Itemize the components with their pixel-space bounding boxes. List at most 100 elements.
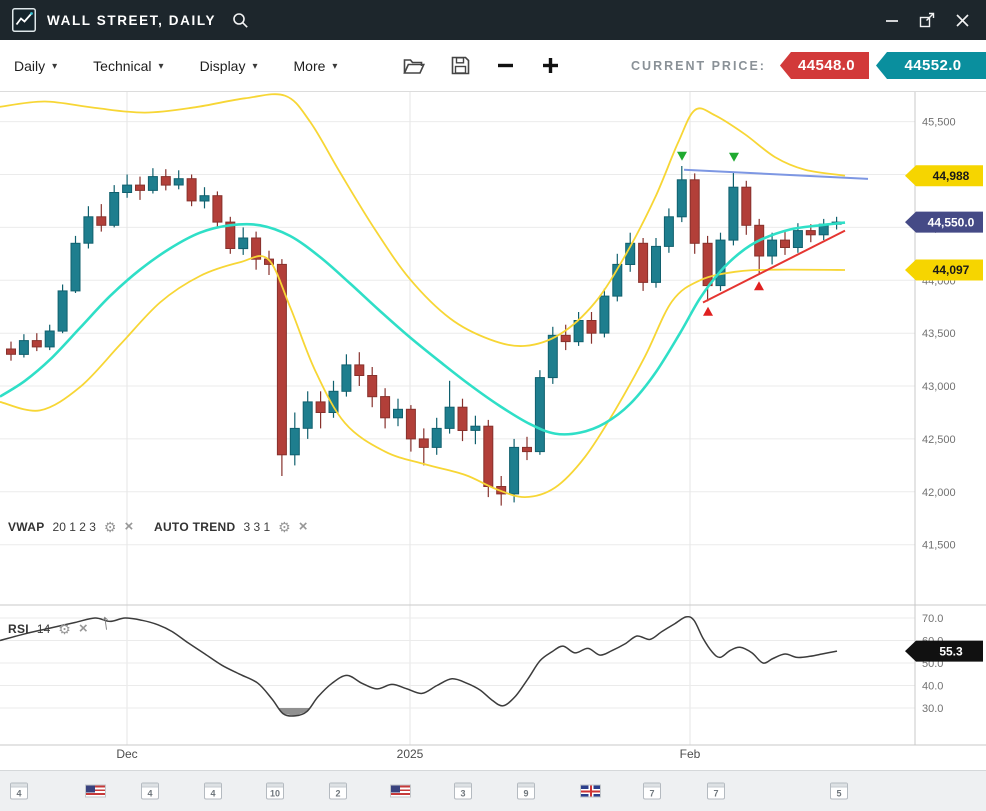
calendar-day-number: 7	[707, 782, 725, 800]
zoom-out-icon[interactable]	[496, 56, 515, 75]
candlestick	[805, 230, 816, 236]
candlestick	[651, 245, 661, 283]
chevron-down-icon: ▾	[332, 61, 338, 72]
candlestick	[547, 334, 558, 379]
zoom-in-icon[interactable]	[541, 56, 560, 75]
candlestick	[780, 239, 790, 249]
candlestick	[483, 425, 494, 488]
candlestick	[457, 406, 468, 432]
trend-down-arrow-icon	[677, 151, 687, 161]
calendar-event-icon[interactable]: 4	[10, 782, 28, 800]
candlestick	[367, 375, 378, 398]
open-folder-icon[interactable]	[403, 57, 426, 75]
candlestick	[393, 408, 403, 419]
candlestick	[212, 195, 223, 223]
gear-icon[interactable]: ⚙	[103, 518, 117, 535]
menu-display[interactable]: Display ▾	[200, 58, 258, 74]
trend-down-arrow-icon	[729, 152, 739, 162]
calendar-event-icon[interactable]: 3	[454, 782, 472, 800]
calendar-event-icon[interactable]: 5	[830, 782, 848, 800]
candlestick	[728, 186, 739, 241]
candlestick	[741, 186, 752, 226]
candlestick	[534, 377, 545, 453]
candlestick	[276, 263, 287, 456]
time-axis-label: 2025	[397, 747, 424, 761]
flag-uk-icon	[580, 784, 601, 798]
bollinger-upper-band	[0, 93, 846, 347]
gear-icon[interactable]: ⚙	[58, 620, 71, 637]
bollinger-lower-band	[0, 255, 846, 499]
calendar-day-number: 4	[204, 782, 222, 800]
menu-timeframe[interactable]: Daily ▾	[14, 58, 57, 74]
menu-more[interactable]: More ▾	[294, 58, 338, 74]
flag-us-icon[interactable]	[390, 784, 411, 798]
minimize-button[interactable]	[885, 13, 899, 27]
save-icon[interactable]	[451, 56, 470, 75]
candlestick	[638, 242, 649, 283]
gear-icon[interactable]: ⚙	[278, 518, 291, 535]
price-axis-label: 43,500	[922, 328, 956, 340]
candlestick	[560, 334, 571, 343]
candlestick	[109, 192, 120, 226]
close-icon[interactable]: ×	[298, 518, 308, 535]
calendar-day-number: 4	[10, 782, 28, 800]
candlestick	[238, 237, 249, 250]
rsi-indicator-params: 14	[36, 621, 51, 636]
price-axis-badge	[905, 165, 983, 187]
search-icon[interactable]	[232, 12, 249, 29]
buy-price-badge[interactable]: 44552.0	[876, 52, 986, 79]
candlestick	[792, 230, 803, 249]
current-price-group: CURRENT PRICE: 44548.0 44552.0	[631, 52, 986, 79]
time-axis-label: Dec	[116, 747, 137, 761]
menu-display-label: Display	[199, 57, 246, 74]
candlestick	[186, 178, 197, 202]
candlestick	[31, 340, 42, 348]
calendar-event-icon[interactable]: 7	[707, 782, 725, 800]
price-axis-label: 41,500	[922, 540, 956, 552]
candlestick	[96, 216, 107, 226]
flag-us-icon[interactable]	[85, 784, 106, 798]
close-icon[interactable]: ×	[124, 518, 134, 535]
rsi-axis-label: 30.0	[922, 703, 943, 715]
calendar-event-icon[interactable]: 2	[329, 782, 347, 800]
chevron-down-icon: ▾	[52, 61, 58, 72]
close-button[interactable]	[955, 13, 970, 28]
candlestick	[122, 184, 133, 193]
candlestick	[586, 320, 597, 334]
calendar-day-number: 2	[329, 782, 347, 800]
price-axis-label: 43,000	[922, 381, 956, 393]
rsi-axis-badge	[905, 640, 983, 662]
candlestick	[341, 364, 352, 392]
candlestick	[225, 221, 236, 250]
calendar-event-icon[interactable]: 4	[141, 782, 159, 800]
price-chart[interactable]: 45,50045,00044,50044,00043,50043,00042,5…	[0, 92, 986, 770]
candlestick	[18, 340, 29, 355]
candlestick	[251, 237, 262, 260]
candlestick	[289, 427, 300, 456]
calendar-event-icon[interactable]: 7	[643, 782, 661, 800]
calendar-event-icon[interactable]: 9	[517, 782, 535, 800]
auto-trend-line[interactable]	[683, 168, 869, 180]
candlestick	[612, 263, 623, 297]
auto-trend-line[interactable]	[702, 229, 846, 304]
candlestick	[599, 295, 610, 334]
calendar-event-icon[interactable]: 10	[266, 782, 284, 800]
candlestick	[470, 425, 481, 431]
titlebar[interactable]: WALL STREET, DAILY	[0, 0, 986, 40]
popout-button[interactable]	[919, 12, 935, 28]
flag-us-icon	[390, 784, 411, 798]
flag-uk-icon[interactable]	[580, 784, 601, 798]
price-axis-label: 45,500	[922, 117, 956, 129]
candlestick	[663, 216, 674, 247]
chevron-down-icon: ▾	[252, 61, 258, 72]
menu-technical[interactable]: Technical ▾	[93, 58, 163, 74]
price-axis-label: 42,500	[922, 434, 956, 446]
calendar-event-icon[interactable]: 4	[204, 782, 222, 800]
chart-toolbar: Daily ▾ Technical ▾ Display ▾ More ▾ CURRENT…	[0, 40, 986, 92]
close-icon[interactable]: ×	[78, 620, 88, 637]
vwap-indicator-params: 20 1 2 3	[52, 519, 96, 534]
sell-price-badge[interactable]: 44548.0	[779, 52, 869, 79]
auto-trend-indicator: AUTO TREND 3 3 1 ⚙ ×	[154, 519, 307, 534]
current-price-label: CURRENT PRICE:	[631, 58, 766, 73]
